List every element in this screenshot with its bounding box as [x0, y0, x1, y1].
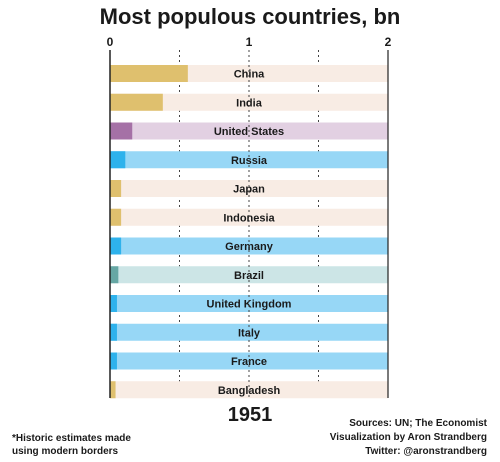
- bar-track-7: [110, 266, 388, 284]
- bar-track-5: [110, 208, 388, 226]
- bar-label-1: India: [236, 97, 263, 109]
- footnote: *Historic estimates made using modern bo…: [12, 432, 131, 458]
- credits-twitter: Twitter: @aronstrandberg: [365, 446, 487, 457]
- bar-8: [110, 295, 117, 312]
- bar-11: [110, 381, 116, 399]
- bar-track-9: [110, 323, 388, 341]
- bar-1: [110, 93, 163, 111]
- bar-2: [110, 122, 133, 140]
- bar-4: [110, 180, 122, 197]
- x-tick-label-0: 0: [107, 35, 114, 49]
- bar-track-11: [110, 381, 388, 399]
- bar-label-9: Italy: [238, 327, 261, 339]
- credits: Sources: UN; The Economist Visualization…: [330, 417, 487, 459]
- year-label: 1951: [227, 404, 273, 426]
- bar-label-5: Indonesia: [223, 212, 275, 224]
- bar-label-0: China: [234, 69, 265, 81]
- bar-6: [110, 237, 122, 255]
- footnote-line-2: using modern borders: [12, 446, 119, 457]
- bar-track-8: [110, 295, 388, 312]
- bar-5: [110, 208, 122, 226]
- bar-7: [110, 266, 119, 284]
- bar-track-4: [110, 180, 388, 197]
- bar-track-3: [110, 151, 388, 169]
- bar-track-1: [110, 93, 388, 111]
- credits-sources: Sources: UN; The Economist: [349, 418, 487, 429]
- bar-10: [110, 352, 117, 370]
- bar-label-8: United Kingdom: [207, 299, 292, 311]
- bar-0: [110, 65, 188, 82]
- bar-label-4: Japan: [233, 184, 265, 196]
- chart-title: Most populous countries, bn: [99, 4, 401, 29]
- bar-3: [110, 151, 126, 169]
- x-tick-label-1: 1: [246, 35, 253, 49]
- x-tick-label-2: 2: [385, 35, 392, 49]
- credits-author: Visualization by Aron Strandberg: [329, 432, 487, 443]
- bar-9: [110, 323, 117, 341]
- footnote-line-1: *Historic estimates made: [12, 433, 131, 444]
